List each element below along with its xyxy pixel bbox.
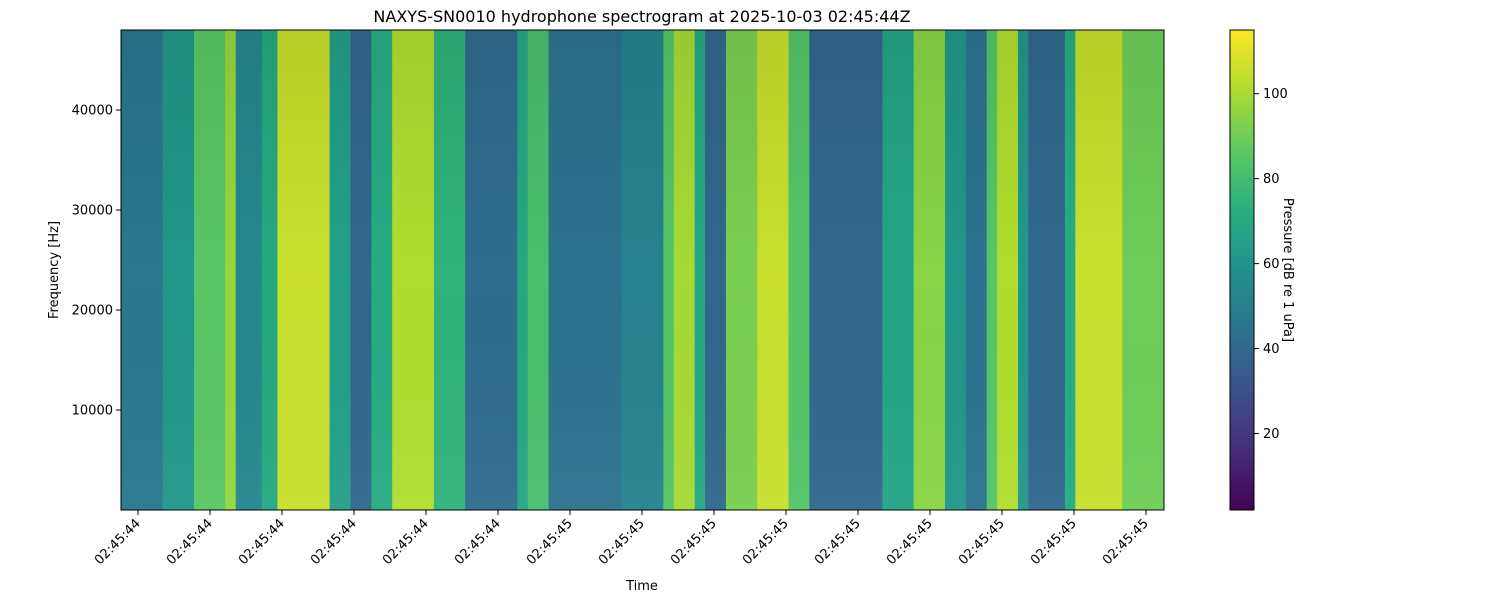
x-tick-label: 02:45:45 xyxy=(596,516,648,568)
x-tick-label: 02:45:44 xyxy=(236,516,288,568)
frequency-shading xyxy=(121,30,1164,510)
x-tick-label: 02:45:45 xyxy=(1028,516,1080,568)
y-tick-label: 20000 xyxy=(72,304,113,319)
colorbar-tick-label: 40 xyxy=(1263,342,1280,357)
x-tick-label: 02:45:45 xyxy=(668,516,720,568)
x-tick-label: 02:45:44 xyxy=(308,516,360,568)
x-tick-label: 02:45:44 xyxy=(452,516,504,568)
chart-title: NAXYS-SN0010 hydrophone spectrogram at 2… xyxy=(373,7,910,26)
colorbar-ticks: 20 40 60 80 100 xyxy=(1254,87,1288,442)
colorbar-tick-label: 20 xyxy=(1263,427,1280,442)
colorbar-tick-label: 80 xyxy=(1263,172,1280,187)
x-axis-label: Time xyxy=(625,579,658,594)
colorbar-tick-label: 60 xyxy=(1263,257,1280,272)
x-tick-label: 02:45:45 xyxy=(740,516,792,568)
colorbar-label: Pressure [dB re 1 uPa] xyxy=(1280,198,1295,342)
y-axis: 10000 20000 30000 40000 xyxy=(72,104,121,419)
x-tick-label: 02:45:45 xyxy=(956,516,1008,568)
x-tick-label: 02:45:45 xyxy=(884,516,936,568)
x-tick-label: 02:45:45 xyxy=(524,516,576,568)
x-tick-label: 02:45:45 xyxy=(812,516,864,568)
x-tick-label: 02:45:44 xyxy=(380,516,432,568)
colorbar-tick-label: 100 xyxy=(1263,87,1288,102)
x-tick-label: 02:45:45 xyxy=(1100,516,1152,568)
y-tick-label: 30000 xyxy=(72,204,113,219)
colorbar xyxy=(1229,29,1255,511)
x-axis: 02:45:44 02:45:44 02:45:44 02:45:44 02:45:44… xyxy=(92,510,1152,568)
y-tick-label: 10000 xyxy=(72,404,113,419)
x-tick-label: 02:45:44 xyxy=(164,516,216,568)
y-tick-label: 40000 xyxy=(72,104,113,119)
x-tick-label: 02:45:44 xyxy=(92,516,144,568)
y-axis-label: Frequency [Hz] xyxy=(47,221,62,319)
